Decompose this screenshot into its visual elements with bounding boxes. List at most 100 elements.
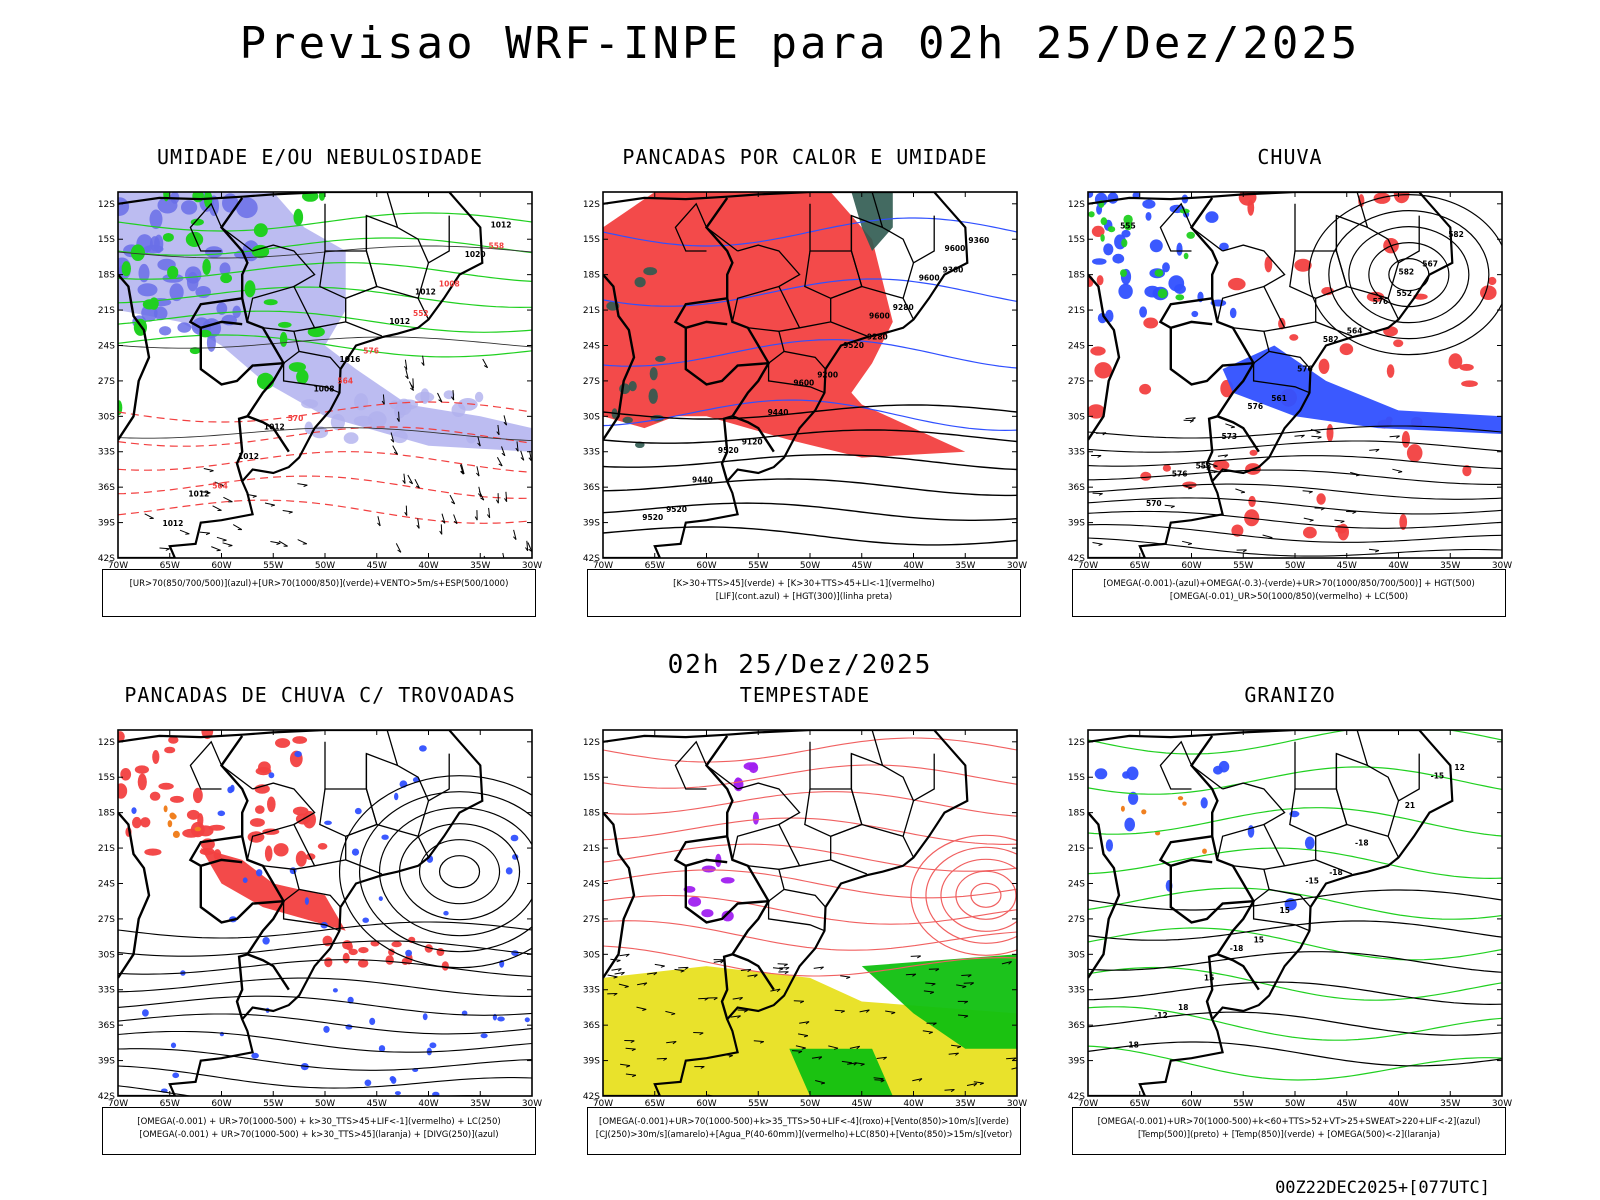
wind-vector bbox=[223, 496, 233, 503]
storm-shade-red bbox=[118, 731, 125, 743]
state-border bbox=[1159, 740, 1223, 790]
hail-shade-orange bbox=[1141, 809, 1147, 815]
wind-vector-850 bbox=[912, 1078, 923, 1082]
wind-vector bbox=[405, 368, 409, 379]
state-border bbox=[767, 888, 825, 932]
precipitable-water-contour-red bbox=[940, 858, 1017, 932]
panel-title: GRANIZO bbox=[1244, 683, 1336, 707]
divergence-contour-blue bbox=[422, 1013, 428, 1021]
latitude-tick-label: 39S bbox=[583, 519, 600, 529]
latitude-tick-label: 21S bbox=[583, 306, 600, 316]
longitude-tick-label: 30W bbox=[1492, 561, 1512, 571]
wind-vector bbox=[502, 560, 505, 563]
wind-vector bbox=[1188, 487, 1193, 490]
wind-vector-850 bbox=[730, 1015, 741, 1018]
wind-vector-850 bbox=[828, 1045, 839, 1049]
lifted-index-contour-blue bbox=[603, 278, 1017, 307]
latitude-tick-label: 18S bbox=[1068, 809, 1085, 819]
wind-vector-850 bbox=[759, 1041, 764, 1044]
humidity-shade-lavender bbox=[330, 414, 345, 431]
longitude-tick-label: 55W bbox=[1233, 561, 1253, 571]
wind-vector bbox=[228, 545, 233, 547]
country-border bbox=[199, 327, 284, 386]
panel-title: UMIDADE E/OU NEBULOSIDADE bbox=[156, 145, 484, 169]
contour-label: -15 bbox=[1305, 877, 1319, 886]
country-border bbox=[720, 415, 733, 482]
latitude-tick-label: 39S bbox=[583, 1057, 600, 1067]
wind-vector-850 bbox=[626, 1065, 631, 1068]
panel-legend: [K>30+TTS>45](verde) + [K>30+TTS>45+LI<-… bbox=[587, 569, 1021, 617]
longitude-tick-label: 45W bbox=[852, 1099, 872, 1109]
humidity-contour-green bbox=[199, 329, 212, 338]
storm-shade-red bbox=[164, 746, 176, 754]
longitude-tick-label: 45W bbox=[1337, 1099, 1357, 1109]
wind-vector bbox=[501, 452, 506, 457]
country-border bbox=[199, 865, 284, 924]
wind-vector bbox=[203, 468, 214, 472]
wind-vector-850 bbox=[1012, 1057, 1017, 1061]
humidity-shade-blue bbox=[159, 326, 172, 336]
wind-vector bbox=[460, 470, 465, 475]
longitude-tick-label: 45W bbox=[852, 561, 872, 571]
state-border bbox=[1356, 730, 1420, 802]
panel-title: PANCADAS DE CHUVA C/ TROVOADAS bbox=[124, 683, 516, 707]
temp500-contour-black bbox=[1088, 1041, 1502, 1067]
state-border bbox=[674, 202, 738, 252]
storm-shade-orange bbox=[167, 820, 173, 828]
streamline-black bbox=[358, 791, 532, 953]
wind-vector-850 bbox=[856, 1045, 861, 1050]
temp850-contour-green bbox=[1088, 1045, 1502, 1081]
storm-shade-purple bbox=[752, 811, 759, 825]
divergence-contour-blue bbox=[294, 751, 302, 758]
latitude-tick-label: 39S bbox=[1068, 519, 1085, 529]
hgt500-contour-black bbox=[1088, 524, 1502, 543]
temp500-contour-black bbox=[1088, 889, 1502, 911]
divergence-contour-blue bbox=[323, 1025, 330, 1033]
divergence-contour-blue bbox=[268, 772, 275, 779]
humidity-shade-blue bbox=[236, 197, 258, 219]
precipitable-water-contour-red bbox=[970, 882, 1002, 908]
hgt300-contour-black bbox=[603, 454, 1017, 471]
wind-vector-850 bbox=[834, 1009, 845, 1012]
contour-label: 9280 bbox=[867, 333, 888, 342]
wind-vector-850 bbox=[820, 966, 824, 970]
rain-shade-green bbox=[1183, 252, 1189, 260]
latitude-tick-label: 39S bbox=[98, 1057, 115, 1067]
wind-vector-850 bbox=[944, 1089, 955, 1091]
divergence-contour-blue bbox=[480, 1033, 488, 1039]
precipitable-water-contour-red bbox=[603, 843, 1017, 872]
country-border bbox=[603, 273, 636, 441]
rain-shade-blue bbox=[1107, 192, 1119, 204]
hgt500-contour-black bbox=[1088, 510, 1502, 529]
wind-vector-850 bbox=[935, 968, 940, 972]
divergence-contour-blue bbox=[443, 910, 449, 916]
hgt300-contour-black bbox=[603, 404, 1017, 420]
panel-title: CHUVA bbox=[1257, 145, 1323, 169]
divergence-contour-blue bbox=[497, 1016, 505, 1022]
storm-shade-red bbox=[424, 944, 433, 953]
latitude-tick-label: 42S bbox=[98, 554, 115, 564]
rain-shade-red bbox=[1088, 404, 1105, 419]
storm-shade-red bbox=[249, 818, 265, 827]
wind-vector-850 bbox=[700, 1066, 705, 1069]
temp850-contour-green bbox=[1088, 966, 1502, 1001]
wind-vector-850 bbox=[948, 1052, 959, 1055]
streamline-black bbox=[418, 839, 501, 905]
wind-vector bbox=[408, 481, 413, 485]
storm-shade-red bbox=[193, 787, 203, 804]
humidity-shade-lavender bbox=[420, 388, 430, 404]
state-border bbox=[731, 823, 801, 870]
longitude-tick-label: 65W bbox=[160, 1099, 180, 1109]
latitude-tick-label: 12S bbox=[1068, 200, 1085, 210]
divergence-contour-blue bbox=[217, 810, 226, 817]
wind-vector bbox=[377, 516, 381, 527]
contour-label: 9600 bbox=[919, 274, 940, 283]
latitude-tick-label: 21S bbox=[98, 844, 115, 854]
rain-shade-red bbox=[1143, 317, 1159, 329]
wind-vector bbox=[1170, 505, 1175, 509]
wind-vector bbox=[403, 366, 408, 370]
coastline bbox=[1088, 192, 1454, 558]
wind-vector-850 bbox=[811, 1056, 822, 1059]
wind-vector bbox=[483, 365, 488, 369]
contour-label: 9520 bbox=[843, 341, 864, 350]
